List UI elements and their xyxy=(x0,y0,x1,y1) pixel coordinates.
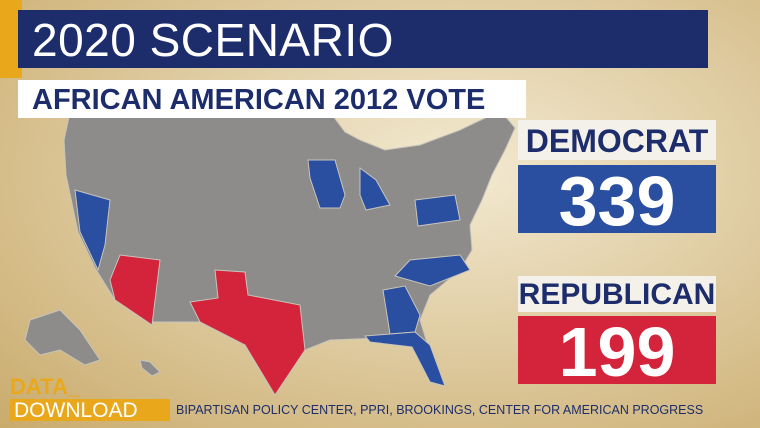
logo: DOWNLOAD xyxy=(10,399,170,422)
accent xyxy=(0,0,22,78)
subtitle-bar xyxy=(18,80,526,118)
title: 2020 SCENARIO xyxy=(32,14,394,66)
florida xyxy=(363,331,446,387)
georgia xyxy=(382,285,421,335)
alaska xyxy=(24,309,101,366)
source: BIPARTISAN POLICY CENTER, PPRI, BROOKING… xyxy=(176,403,704,417)
logo: DATA_ xyxy=(10,374,81,399)
party-label: REPUBLICAN xyxy=(518,276,716,312)
pennsylvania xyxy=(414,194,461,227)
arizona xyxy=(109,254,161,326)
electoral-votes: 199 xyxy=(518,316,716,388)
title-bar xyxy=(18,10,708,68)
wisconsin xyxy=(307,159,346,209)
nevada xyxy=(74,189,111,272)
subtitle: AFRICAN AMERICAN 2012 VOTE xyxy=(32,84,486,116)
texas xyxy=(189,269,306,396)
party-label: DEMOCRAT xyxy=(518,120,716,160)
hawaii xyxy=(139,359,161,377)
north-carolina xyxy=(394,254,471,287)
electoral-votes: 339 xyxy=(518,165,716,237)
michigan xyxy=(359,167,391,211)
